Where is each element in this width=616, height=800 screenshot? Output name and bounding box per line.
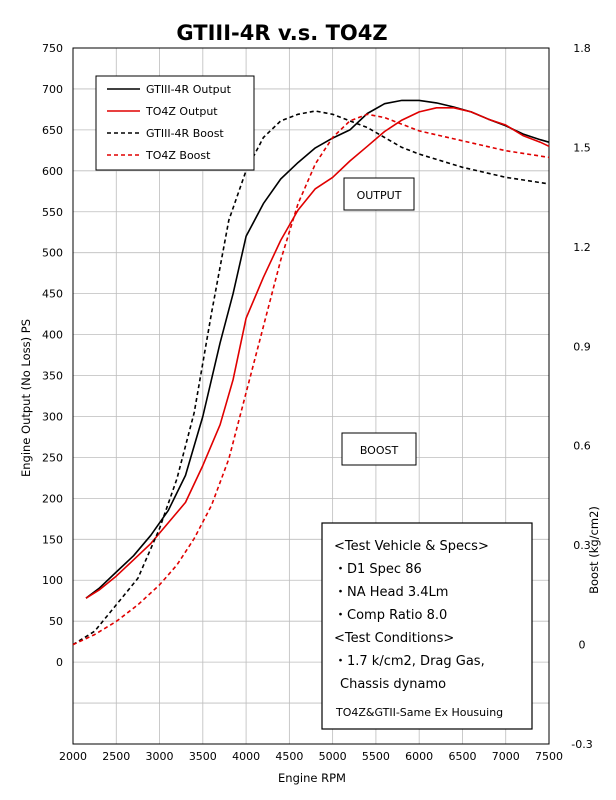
y-tick-label: 450 [42,288,63,301]
x-tick-label: 2000 [59,750,87,763]
y-axis-ticks: 7507006506005505004504003503002502001501… [42,42,63,669]
x-tick-label: 3000 [146,750,174,763]
y2-axis-ticks: 1.8 1.5 1.2 0.9 0.6 0.3 0 -0.3 [571,42,592,751]
y2-tick-label: 1.5 [573,141,591,154]
y-tick-label: 250 [42,451,63,464]
output-annotation-box [343,177,415,211]
y2-tick-label: 0.9 [573,340,591,353]
y-tick-label: 150 [42,533,63,546]
specs-box-frame [321,522,533,730]
y-tick-label: 700 [42,83,63,96]
y-tick-label: 350 [42,370,63,383]
output-annotation-label: OUTPUT [357,189,402,202]
y2-tick-label: 1.8 [573,42,591,55]
y-tick-label: 50 [49,615,63,628]
y-tick-label: 200 [42,492,63,505]
x-tick-label: 7500 [535,750,563,763]
output-annotation: OUTPUT [343,177,415,211]
x-tick-label: 3500 [189,750,217,763]
y-tick-label: 550 [42,206,63,219]
x-tick-label: 4000 [232,750,260,763]
y2-tick-label: 0.6 [573,440,591,453]
y-axis-label: Engine Output (No Loss) PS [19,319,33,477]
y-tick-label: 0 [56,656,63,669]
x-tick-label: 7000 [492,750,520,763]
x-tick-label: 5000 [319,750,347,763]
x-axis-ticks: 2000 2500 3000 3500 4000 4500 5000 5500 6000 6500… [59,750,563,763]
boost-annotation-box [341,432,417,466]
series-line-4 [72,113,550,646]
x-tick-label: 4500 [275,750,303,763]
y-tick-label: 600 [42,165,63,178]
specs-line: Chassis dynamo [340,677,446,692]
specs-line: ・D1 Spec 86 [334,562,422,577]
y-tick-label: 750 [42,42,63,55]
specs-line: <Test Conditions> [334,631,454,646]
y2-axis-label: Boost (kg/cm2) [587,506,601,594]
specs-line: ・Comp Ratio 8.0 [334,608,447,623]
legend: GTIII-4R Output TO4Z Output GTIII-4R Boo… [95,75,255,171]
boost-annotation-label: BOOST [360,444,399,457]
y-tick-label: 100 [42,574,63,587]
y-tick-label: 500 [42,247,63,260]
x-axis-label: Engine RPM [278,771,346,785]
y-tick-label: 300 [42,410,63,423]
series-line-3 [72,110,550,646]
x-tick-label: 6000 [405,750,433,763]
x-tick-label: 5500 [362,750,390,763]
y2-tick-label: 0.3 [573,539,591,552]
specs-box: <Test Vehicle & Specs> ・D1 Spec 86 ・NA H… [321,522,533,730]
legend-label-gtiii-boost: GTIII-4R Boost [146,127,224,140]
series-line-2 [85,107,550,599]
specs-line: ・1.7 k/cm2, Drag Gas, [334,654,485,669]
boost-annotation: BOOST [341,432,417,466]
y2-tick-label: 0 [579,639,586,652]
y-tick-label: 650 [42,124,63,137]
y2-tick-label: -0.3 [571,738,592,751]
chart-title: GTIII-4R v.s. TO4Z [176,21,387,45]
legend-label-to4z-output: TO4Z Output [145,105,218,118]
legend-label-gtiii-output: GTIII-4R Output [146,83,232,96]
specs-line: ・NA Head 3.4Lm [334,585,448,600]
x-tick-label: 6500 [448,750,476,763]
y-tick-label: 400 [42,329,63,342]
plot-border [72,47,550,745]
series-lines [72,99,550,646]
y2-tick-label: 1.2 [573,241,591,254]
specs-line: <Test Vehicle & Specs> [334,539,489,554]
x-tick-label: 2500 [102,750,130,763]
specs-footer: TO4Z&GTII-Same Ex Housuing [335,706,503,719]
legend-label-to4z-boost: TO4Z Boost [145,149,211,162]
